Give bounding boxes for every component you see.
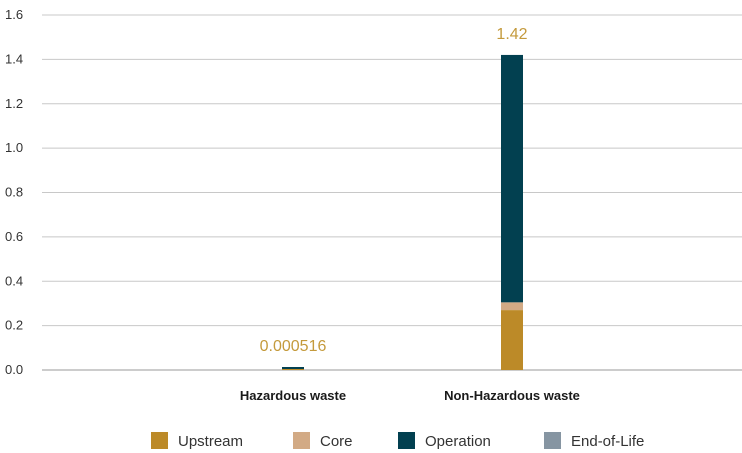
bar-segment-operation xyxy=(282,367,304,370)
legend-item: Core xyxy=(293,432,353,450)
legend-item: Upstream xyxy=(151,432,243,450)
x-axis: Hazardous waste Non-Hazardous waste xyxy=(240,388,580,403)
legend-swatch xyxy=(293,432,310,449)
y-tick-label: 0.0 xyxy=(5,362,23,377)
y-tick-label: 1.0 xyxy=(5,140,23,155)
legend-label: End-of-Life xyxy=(571,433,644,450)
data-labels: 0.000516 1.42 xyxy=(260,26,528,355)
y-axis: 0.0 0.2 0.4 0.6 0.8 1.0 1.2 1.4 1.6 xyxy=(5,7,23,377)
bars xyxy=(282,54,523,370)
legend-swatch xyxy=(544,432,561,449)
x-category-label: Non-Hazardous waste xyxy=(444,388,580,403)
y-tick-label: 1.6 xyxy=(5,7,23,22)
y-tick-label: 0.8 xyxy=(5,185,23,200)
y-tick-label: 0.4 xyxy=(5,273,23,288)
legend-label: Core xyxy=(320,433,353,450)
total-data-label: 1.42 xyxy=(496,26,527,43)
y-tick-label: 0.6 xyxy=(5,229,23,244)
x-category-label: Hazardous waste xyxy=(240,388,346,403)
legend-item: Operation xyxy=(398,432,491,450)
legend-label: Operation xyxy=(425,433,491,450)
y-tick-label: 1.2 xyxy=(5,96,23,111)
gridlines xyxy=(42,14,742,371)
total-data-label: 0.000516 xyxy=(260,338,327,355)
legend-label: Upstream xyxy=(178,433,243,450)
y-tick-label: 1.4 xyxy=(5,51,23,66)
bar-segment-core xyxy=(501,302,523,311)
bar-segment-operation xyxy=(501,54,523,303)
legend-swatch xyxy=(398,432,415,449)
y-tick-label: 0.2 xyxy=(5,318,23,333)
legend-swatch xyxy=(151,432,168,449)
legend-item: End-of-Life xyxy=(544,432,644,450)
bar-segment-upstream xyxy=(282,369,304,370)
legend: Upstream Core Operation End-of-Life xyxy=(151,432,644,450)
bar-segment-upstream xyxy=(501,310,523,370)
